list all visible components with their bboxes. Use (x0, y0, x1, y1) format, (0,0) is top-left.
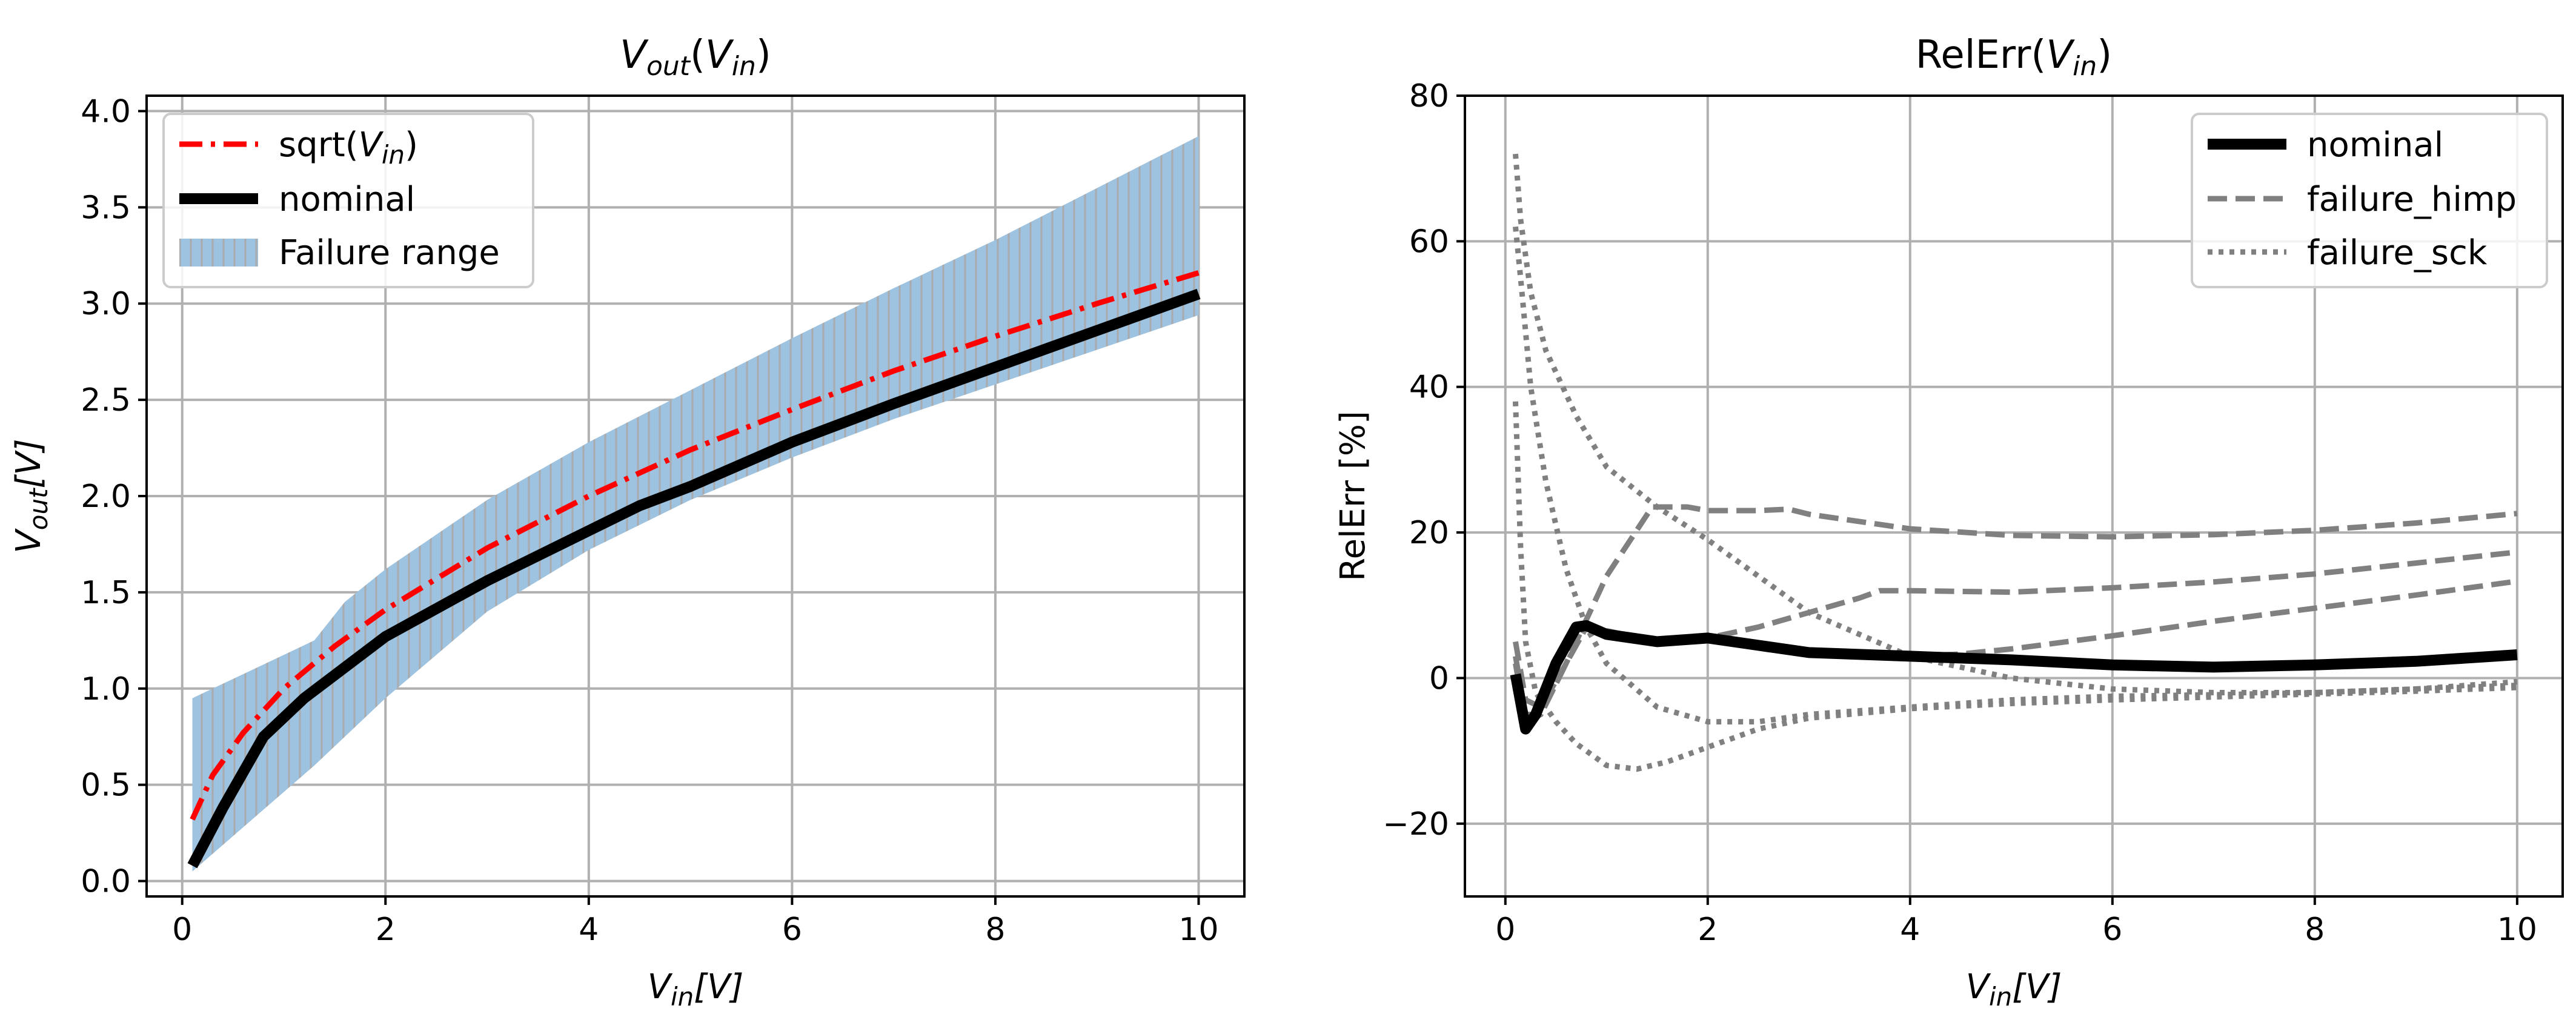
x-tick-label: 4 (579, 912, 599, 948)
x-tick-label: 2 (376, 912, 396, 948)
legend-label-nominal-2: nominal (2307, 125, 2443, 165)
x-tick-label: 2 (1698, 912, 1718, 948)
x-tick-label: 0 (1495, 912, 1515, 948)
legend-label-nominal: nominal (279, 180, 415, 219)
series-nominal-line (187, 288, 1201, 869)
failure-range-band (192, 136, 1199, 872)
legend-swatch-failure-range (179, 239, 258, 267)
y-tick-label: 2.5 (81, 382, 131, 419)
y-tick-label: 2.0 (81, 479, 131, 515)
legend-label-failure-himp: failure_himp (2307, 180, 2517, 219)
legend-label-failure-range: Failure range (279, 233, 500, 273)
legend-label-failure-sck: failure_sck (2307, 233, 2488, 273)
y-tick-label: 1.5 (81, 575, 131, 611)
x-tick-label: 6 (782, 912, 802, 948)
chart2-y-axis-label: RelErr [%] (1333, 411, 1373, 581)
y-tick-label: 60 (1409, 224, 1449, 260)
y-tick-label: 0.5 (81, 767, 131, 804)
x-tick-label: 6 (2102, 912, 2122, 948)
y-tick-label: 3.5 (81, 190, 131, 226)
chart1-title: Vout(Vin) (620, 33, 771, 82)
chart1-y-axis-label: Vout[V] (9, 439, 53, 553)
x-tick-label: 4 (1900, 912, 1920, 948)
chart2-x-ticks: 0 2 4 6 8 10 (1495, 896, 2537, 948)
y-tick-label: 40 (1409, 369, 1449, 406)
series-failure-sck-c (1513, 401, 2517, 772)
chart-vout: 0 2 4 6 8 10 0.0 0.5 1.0 1.5 2.0 2.5 3.0 3.5 4.0 Vout… (9, 33, 1246, 1012)
x-tick-label: 8 (2305, 912, 2325, 948)
legend-label-sqrt: sqrt(Vin) (279, 125, 418, 170)
chart1-legend: sqrt(Vin) nominal Failure range (162, 113, 534, 288)
chart2-x-axis-label: Vin[V] (1966, 967, 2062, 1012)
y-tick-label: 3.0 (81, 286, 131, 322)
chart2-y-ticks: −20 0 20 40 60 80 (1383, 78, 1465, 843)
chart2-plot-frame (1464, 94, 2564, 898)
chart2-legend-box (2191, 113, 2548, 288)
y-tick-label: 0 (1429, 660, 1449, 697)
y-tick-label: 0.0 (81, 864, 131, 900)
x-tick-label: 10 (2497, 912, 2537, 948)
series-sqrt-line (190, 270, 1200, 821)
chart1-y-ticks: 0.0 0.5 1.0 1.5 2.0 2.5 3.0 3.5 4.0 (81, 93, 147, 900)
chart2-title: RelErr(Vin) (1916, 33, 2113, 82)
y-tick-label: 1.0 (81, 671, 131, 707)
y-tick-label: 20 (1409, 515, 1449, 551)
chart1-x-ticks: 0 2 4 6 8 10 (172, 896, 1219, 948)
series-failure-sck-b (1513, 226, 2517, 725)
series-nominal (1510, 620, 2518, 735)
x-tick-label: 8 (985, 912, 1005, 948)
series-failure-himp-c (1513, 578, 2518, 725)
x-tick-label: 10 (1178, 912, 1218, 948)
series-failure-himp-b (1513, 549, 2518, 717)
chart1-x-axis-label: Vin[V] (648, 967, 744, 1012)
x-tick-label: 0 (172, 912, 192, 948)
y-tick-label: 4.0 (81, 93, 131, 130)
chart2-legend: nominal failure_himp failure_sck (2191, 113, 2548, 288)
chart2-series (1510, 153, 2518, 772)
y-tick-label: −20 (1383, 806, 1449, 843)
y-tick-label: 80 (1409, 78, 1449, 114)
